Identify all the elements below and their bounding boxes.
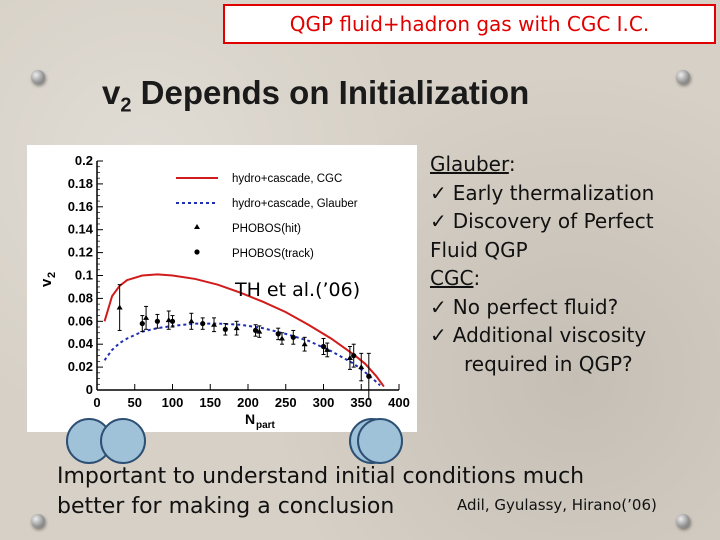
cgc-heading: CGC: — [430, 264, 715, 293]
v2-chart: 0 0.02 0.04 0.06 0.08 0.1 0.12 0.14 0.16 0.18 0.2 0… — [38, 153, 410, 431]
legend-label: hydro+cascade, Glauber — [232, 198, 358, 210]
phobos-track-point — [366, 373, 372, 379]
phobos-hit-point — [256, 328, 263, 334]
bullet-viscosity: ✓ Additional viscosity — [430, 321, 715, 350]
y-axis-label-sub: 2 — [46, 272, 58, 278]
y-tick-label: 0.06 — [68, 313, 93, 328]
check-icon: ✓ — [430, 323, 447, 347]
phobos-track-point — [351, 353, 357, 359]
y-axis-label: v — [38, 278, 55, 287]
legend-label: PHOBOS(track) — [232, 248, 314, 260]
pushpin-icon — [31, 514, 45, 528]
y-tick-label: 0.18 — [68, 176, 93, 191]
colon: : — [508, 152, 516, 176]
y-tick-label: 0.14 — [68, 222, 94, 237]
pushpin-icon — [676, 514, 690, 528]
phobos-track-point — [222, 326, 228, 332]
bullet-text: Early thermalization — [452, 180, 655, 205]
phobos-hit-point — [278, 335, 285, 341]
conclusion-line-1: Important to understand initial conditio… — [57, 464, 585, 489]
x-tick-label: 350 — [350, 395, 372, 410]
cgc-label: CGC — [430, 266, 474, 290]
check-icon: ✓ — [430, 180, 447, 205]
glauber-label: Glauber — [430, 152, 509, 176]
pushpin-icon — [676, 70, 690, 84]
bullet-early: ✓ Early thermalization — [430, 179, 715, 208]
citation: Adil, Gyulassy, Hirano(’06) — [457, 496, 657, 514]
phobos-hit-point — [346, 354, 353, 360]
phobos-track-point — [169, 318, 176, 324]
nucleus-circle — [100, 418, 146, 464]
glauber-heading: Glauber: — [430, 150, 715, 179]
x-tick-label: 200 — [237, 395, 259, 410]
y-tick-label: 0.08 — [68, 290, 93, 305]
page-title: v2 Depends on Initialization — [102, 74, 529, 118]
x-tick-label: 50 — [128, 395, 142, 410]
bullet-text: No perfect fluid? — [452, 294, 619, 319]
check-icon: ✓ — [430, 209, 447, 233]
phobos-track-point — [290, 334, 296, 340]
legend-hit-swatch — [194, 224, 200, 229]
x-tick-label: 0 — [93, 395, 100, 410]
phobos-hit-point — [324, 346, 331, 352]
bullet-discovery: ✓ Discovery of Perfect — [430, 207, 715, 236]
phobos-track-point — [320, 343, 327, 350]
title-v: v — [102, 74, 121, 111]
pushpin-icon — [31, 70, 45, 84]
banner: QGP fluid+hadron gas with CGC I.C. — [223, 4, 716, 44]
phobos-hit-point — [116, 304, 123, 310]
y-tick-label: 0.2 — [75, 153, 93, 168]
x-axis-label: N — [245, 411, 255, 427]
x-tick-label: 250 — [275, 395, 297, 410]
title-subscript: 2 — [120, 94, 132, 117]
x-tick-label: 100 — [162, 395, 184, 410]
phobos-track-point — [139, 320, 145, 327]
conclusion-line-2: better for making a conclusion — [57, 494, 395, 519]
check-icon: ✓ — [430, 294, 447, 319]
legend-label: PHOBOS(hit) — [232, 223, 301, 235]
x-tick-label: 150 — [199, 395, 221, 410]
y-tick-label: 0.02 — [68, 359, 93, 374]
bullet-text: Additional viscosity — [452, 323, 647, 347]
legend-label: hydro+cascade, CGC — [232, 173, 342, 185]
plot-panel: 0 0.02 0.04 0.06 0.08 0.1 0.12 0.14 0.16 0.18 0.2 0… — [27, 145, 417, 432]
bullet-text: Discovery of Perfect — [452, 209, 654, 233]
colon: : — [473, 266, 481, 290]
glauber-curve — [103, 322, 381, 387]
x-axis-label-sub: part — [256, 420, 276, 431]
phobos-hit-point — [233, 325, 240, 331]
legend-track-swatch — [194, 249, 200, 255]
title-rest: Depends on Initialization — [131, 74, 530, 111]
phobos-hit-point — [188, 318, 195, 324]
bullet-no-perfect: ✓ No perfect fluid? — [430, 293, 715, 322]
phobos-track-point — [154, 318, 160, 324]
phobos-track-point — [252, 327, 259, 334]
y-tick-label: 0.1 — [75, 268, 93, 283]
nucleus-circle — [357, 418, 403, 464]
y-tick-label: 0.12 — [68, 245, 93, 260]
phobos-hit-point — [211, 321, 218, 327]
x-tick-label: 400 — [388, 395, 410, 410]
x-tick-label: 300 — [313, 395, 335, 410]
phobos-track-point — [200, 320, 206, 327]
phobos-hit-point — [358, 364, 365, 370]
y-tick-label: 0.16 — [68, 199, 93, 214]
conclusion-text: Important to understand initial conditio… — [57, 462, 584, 522]
phobos-hit-point — [301, 341, 308, 347]
bullet-continuation: Fluid QGP — [430, 237, 528, 262]
y-tick-label: 0 — [86, 382, 93, 397]
bullet-continuation: required in QGP? — [464, 351, 633, 376]
phobos-track-point — [275, 331, 281, 337]
phobos-hit-point — [143, 314, 150, 320]
chart-annotation: TH et al.(’06) — [234, 279, 360, 301]
bullet-panel: Glauber: ✓ Early thermalization ✓ Discover… — [430, 150, 715, 378]
y-tick-label: 0.04 — [68, 336, 94, 351]
